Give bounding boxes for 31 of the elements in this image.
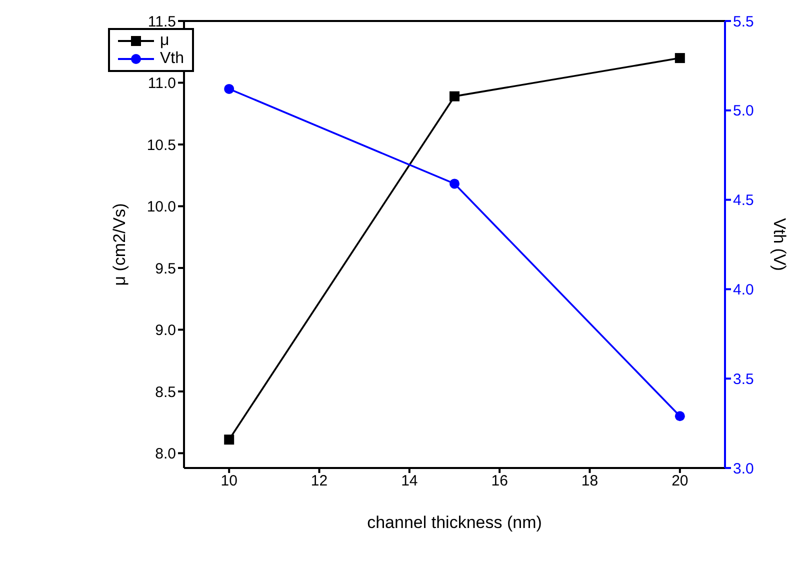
point [224, 434, 234, 445]
x-tick-label: 14 [401, 472, 418, 490]
x-tick-label: 16 [491, 472, 508, 490]
x-tick-label: 10 [220, 472, 238, 490]
point [674, 53, 685, 64]
x-tick-label: 18 [581, 472, 598, 490]
y2-tick-label: 3.5 [733, 370, 754, 388]
y-tick-label: 9.5 [155, 260, 176, 278]
y-tick-label: 9.0 [155, 322, 176, 340]
point [450, 178, 460, 189]
legend-label: Vth [160, 50, 184, 68]
point [450, 91, 460, 102]
y2-tick-label: 4.0 [733, 282, 754, 299]
y2-axis-title: Vth (V) [770, 218, 789, 271]
y-tick-label: 10.0 [146, 198, 176, 216]
x-axis-title: channel thickness (nm) [367, 513, 542, 532]
y-tick-label: 11.5 [148, 13, 176, 30]
x-tick-label: 20 [672, 472, 688, 490]
y-tick-label: 11.0 [148, 75, 176, 92]
y-axis-title: μ (cm2/Vs) [110, 203, 130, 286]
point [674, 411, 685, 422]
y2-tick-label: 3.0 [733, 460, 754, 478]
y2-tick-label: 5.5 [733, 13, 754, 30]
y2-tick-label: 5.0 [733, 102, 754, 120]
x-tick-label: 12 [310, 472, 328, 490]
y-tick-label: 8.5 [155, 384, 176, 401]
y-tick-label: 10.5 [146, 136, 176, 154]
point [224, 84, 234, 94]
legend-label: μ [160, 32, 170, 50]
y2-tick-label: 4.5 [733, 192, 754, 210]
y-tick-label: 8.0 [155, 446, 176, 463]
